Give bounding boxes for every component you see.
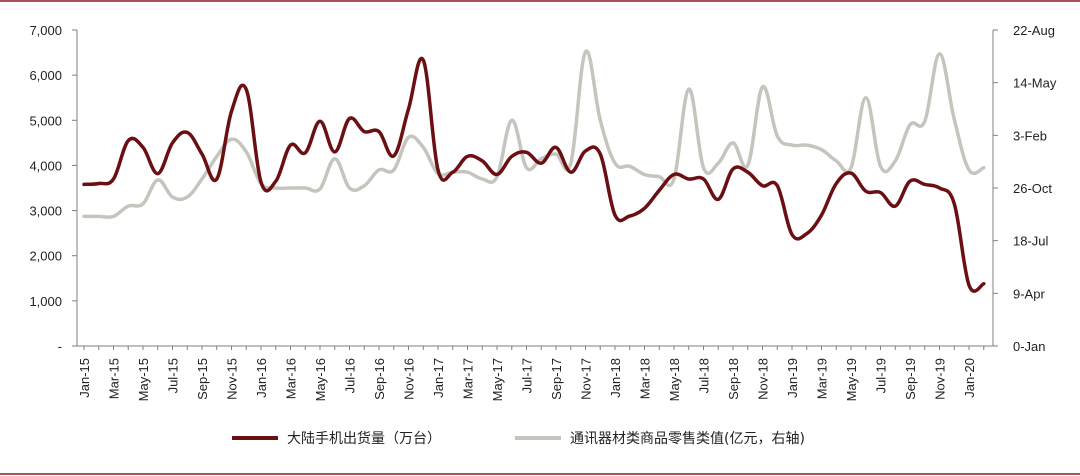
legend: 大陆手机出货量（万台） 通讯器材类商品零售类值(亿元，右轴) [232,430,805,447]
x-tick-label: May-19 [844,358,859,401]
x-tick-label: Jul-15 [166,358,181,393]
x-tick-label: May-16 [313,358,328,401]
x-tick-label: May-15 [136,358,151,401]
y-right-tick-label: 3-Feb [1013,128,1047,143]
x-tick-label: Jan-16 [254,358,269,398]
x-tick-label: Nov-17 [579,358,594,400]
legend-label: 通讯器材类商品零售类值(亿元，右轴) [570,431,805,447]
series-line-shipments [82,56,986,293]
y-right-tick-label: 9-Apr [1013,286,1045,301]
x-tick-label: May-17 [490,358,505,401]
x-tick-label: Jan-17 [431,358,446,398]
x-tick-label: Jan-20 [962,358,977,398]
x-tick-label: Nov-19 [933,358,948,400]
x-tick-label: Sep-16 [372,358,387,400]
x-tick-label: Jul-18 [697,358,712,393]
y-right-tick-label: 0-Jan [1013,339,1046,354]
x-tick-label: Jul-17 [520,358,535,393]
x-tick-label: Mar-18 [638,358,653,399]
x-tick-label: Jan-18 [608,358,623,398]
x-tick-label: Mar-17 [461,358,476,399]
y-left-tick-label: 2,000 [29,249,62,264]
y-left-tick-label: 7,000 [29,23,62,38]
y-left-tick-label: 4,000 [29,158,62,173]
y-left-tick-label: 6,000 [29,68,62,83]
legend-label: 大陆手机出货量（万台） [287,430,441,447]
y-left-tick-label: 5,000 [29,113,62,128]
y-left-tick-label: 3,000 [29,204,62,219]
y-right-tick-label: 18-Jul [1013,234,1049,249]
x-tick-label: Sep-15 [195,358,210,400]
x-tick-label: Sep-18 [726,358,741,400]
x-tick-label: Jan-15 [77,358,92,398]
x-tick-label: Sep-17 [549,358,564,400]
y-right-tick-label: 22-Aug [1013,23,1055,38]
x-tick-label: Nov-15 [225,358,240,400]
x-tick-label: Nov-16 [402,358,417,400]
y-left-tick-label: - [58,339,62,354]
x-tick-label: Jul-19 [874,358,889,393]
x-tick-label: Jan-19 [785,358,800,398]
series-line-retail-value [82,49,986,219]
series-group [82,49,986,293]
y-left-tick-label: 1,000 [29,294,62,309]
x-tick-label: Jul-16 [343,358,358,393]
x-tick-label: May-18 [667,358,682,401]
x-tick-label: Mar-19 [815,358,830,399]
y-right-tick-label: 14-May [1013,76,1057,91]
x-tick-label: Mar-15 [107,358,122,399]
y-right-tick-label: 26-Oct [1013,181,1052,196]
x-tick-label: Nov-18 [756,358,771,400]
x-tick-label: Sep-19 [903,358,918,400]
axes-group: - 1,000 2,000 3,000 4,000 5,000 6,000 7,000 0-Ja… [29,23,1056,401]
x-tick-label: Mar-16 [284,358,299,399]
